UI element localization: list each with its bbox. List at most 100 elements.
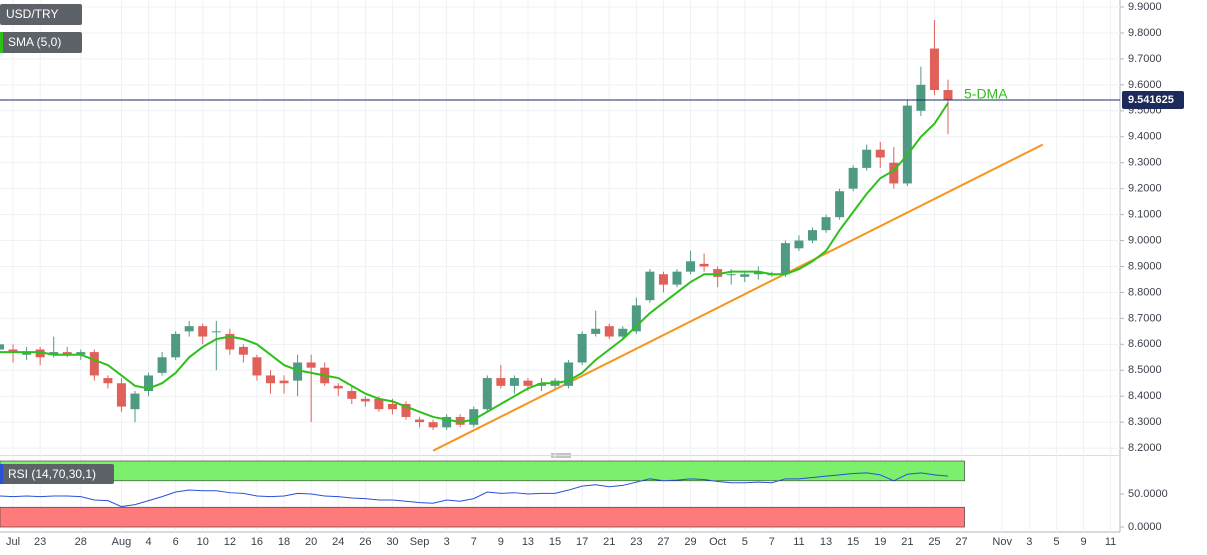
x-tick-label: 11: [1105, 536, 1116, 548]
sma-legend-box: [0, 32, 82, 53]
candle-body: [198, 326, 208, 337]
candle-body: [62, 352, 72, 355]
x-tick-label: 26: [359, 536, 371, 548]
x-tick-label: 30: [386, 536, 398, 548]
candle-body: [604, 326, 614, 337]
y-tick-label: 8.2000: [1128, 442, 1162, 454]
candle-body: [266, 375, 275, 384]
candle-body: [862, 149, 872, 168]
overbought-band: [0, 460, 965, 482]
candle-body: [821, 217, 831, 231]
annotation: 5-DMA: [964, 86, 1008, 102]
x-tick-label: 13: [820, 536, 832, 548]
price-label-box: [1122, 90, 1184, 109]
rsi-title-box: [0, 464, 114, 484]
candle-body: [496, 378, 506, 386]
candle-body: [645, 271, 655, 301]
y-tick-label: 8.5000: [1128, 364, 1162, 376]
candle-body: [293, 362, 303, 381]
candle-body: [577, 333, 587, 363]
candle-body: [428, 422, 438, 428]
candle-body: [157, 357, 167, 373]
y-tick-label: 50.0000: [1128, 488, 1168, 500]
y-tick-label: 9.7000: [1128, 53, 1162, 65]
x-tick-label: 10: [197, 536, 209, 548]
candle-body: [875, 149, 885, 158]
x-tick-label: Sep: [410, 536, 430, 548]
candle-body: [76, 352, 86, 355]
candle-body: [740, 274, 750, 277]
x-tick-label: 21: [603, 536, 615, 548]
candle-body: [306, 362, 316, 368]
y-tick-label: 9.6000: [1128, 79, 1162, 91]
x-tick-label: 19: [874, 536, 886, 548]
candle-body: [591, 328, 601, 334]
oversold-band: [0, 506, 965, 528]
x-tick-label: 15: [847, 536, 859, 548]
x-tick-label: 13: [522, 536, 534, 548]
legend-label: SMA (5,0): [8, 35, 61, 49]
x-tick-label: 16: [251, 536, 263, 548]
x-tick-label: 20: [305, 536, 317, 548]
x-tick-label: 6: [173, 536, 179, 548]
candle-body: [130, 393, 140, 410]
x-tick-label: 4: [145, 536, 151, 548]
candle-body: [469, 409, 479, 425]
candle-body: [713, 269, 723, 277]
x-tick-label: 18: [278, 536, 290, 548]
rsi-line: [0, 472, 949, 508]
price-label: 9.541625: [1128, 94, 1174, 106]
candle-body: [49, 352, 59, 355]
candle-body: [333, 385, 343, 389]
candle-body: [482, 378, 492, 410]
candle-body: [0, 344, 4, 350]
candle-body: [929, 48, 939, 91]
candle-body: [916, 84, 926, 111]
x-tick-label: 12: [224, 536, 236, 548]
x-tick-label: 23: [34, 536, 46, 548]
y-tick-label: 8.6000: [1128, 338, 1162, 350]
candle-body: [902, 105, 912, 184]
y-tick-label: 9.4000: [1128, 131, 1162, 143]
candle-body: [618, 328, 628, 337]
candle-body: [211, 331, 221, 333]
y-tick-label: 0.0000: [1128, 521, 1162, 533]
x-tick-label: Oct: [709, 536, 726, 548]
candle-body: [537, 383, 546, 386]
x-tick-label: Aug: [112, 536, 132, 548]
x-tick-label: 3: [1026, 536, 1032, 548]
x-tick-label: 28: [75, 536, 87, 548]
y-tick-label: 8.3000: [1128, 416, 1162, 428]
x-tick-label: Jul: [6, 536, 20, 548]
y-tick-label: 9.9000: [1128, 1, 1162, 13]
rsi-title: RSI (14,70,30,1): [8, 467, 96, 481]
candle-body: [564, 362, 574, 386]
candle-body: [686, 261, 696, 272]
y-tick-label: 9.1000: [1128, 208, 1162, 220]
candle-body: [726, 274, 736, 276]
x-tick-label: 11: [793, 536, 804, 548]
candle-body: [89, 352, 99, 376]
sma-line: [0, 102, 949, 424]
candle-body: [360, 398, 370, 402]
candle-body: [171, 333, 181, 358]
candle-body: [658, 274, 668, 285]
candle-body: [848, 167, 858, 189]
candle-body: [184, 326, 194, 332]
candle-body: [780, 243, 790, 275]
x-tick-label: 17: [576, 536, 588, 548]
candle-body: [523, 380, 533, 386]
candle-body: [442, 416, 452, 428]
y-tick-label: 8.4000: [1128, 390, 1162, 402]
candle-body: [631, 305, 641, 332]
x-tick-label: 21: [901, 536, 913, 548]
x-tick-label: 5: [742, 536, 748, 548]
x-tick-label: 25: [928, 536, 940, 548]
symbol-label: USD/TRY: [6, 7, 58, 21]
x-tick-label: 27: [657, 536, 669, 548]
pane-handle[interactable]: [551, 453, 571, 458]
x-tick-label: 9: [498, 536, 504, 548]
candle-body: [347, 391, 357, 399]
y-tick-label: 8.9000: [1128, 260, 1162, 272]
candle-body: [8, 349, 18, 353]
